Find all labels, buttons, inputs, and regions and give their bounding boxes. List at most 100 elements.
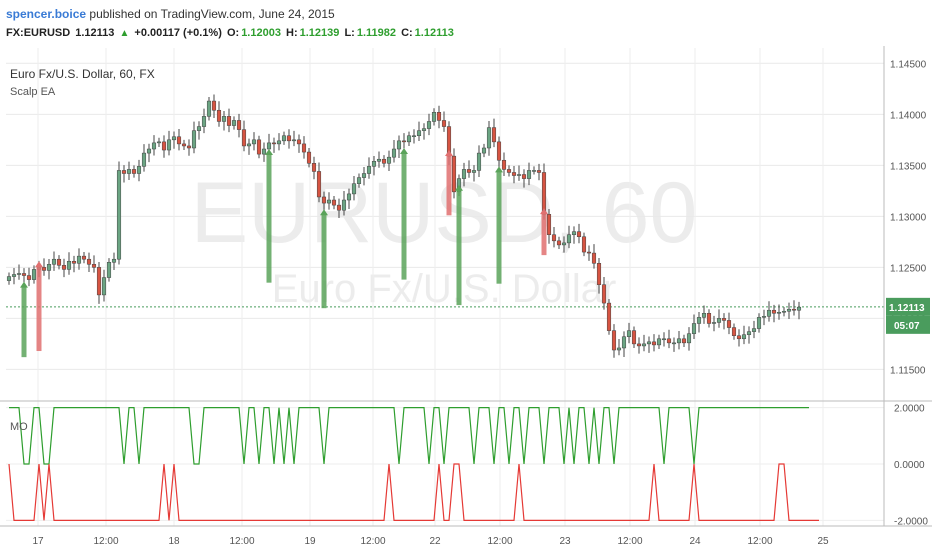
candle: [756, 313, 762, 333]
osc-tick-label: 0.0000: [894, 460, 925, 471]
candle: [296, 134, 302, 153]
candle-up: [221, 116, 227, 122]
candle-down: [286, 135, 292, 142]
candle: [531, 166, 537, 175]
candle: [51, 251, 57, 271]
candle-up: [661, 338, 667, 341]
candle: [626, 322, 632, 344]
buy-arrow: [20, 281, 28, 358]
candle: [346, 188, 352, 210]
candle: [546, 209, 552, 244]
candle: [786, 302, 792, 319]
candle: [291, 130, 297, 147]
watermark-name: Euro Fx/U.S. Dollar: [272, 267, 617, 311]
candle-down: [521, 174, 527, 179]
candle: [491, 118, 497, 148]
oscillator-line-green: [9, 407, 809, 465]
candle-up: [461, 169, 467, 179]
candle-down: [306, 151, 312, 164]
candle: [301, 136, 307, 159]
candle: [356, 173, 362, 188]
countdown-tag: [886, 315, 930, 334]
candle-up: [111, 258, 117, 263]
candle: [506, 165, 512, 177]
candle-down: [726, 320, 732, 328]
price-chart[interactable]: EURUSD, 60 Euro Fx/U.S. Dollar 1.14500 1.…: [0, 46, 932, 550]
candle: [316, 162, 322, 203]
x-tick-label: 22: [429, 536, 441, 547]
candle-down: [541, 172, 547, 215]
candle: [481, 143, 487, 158]
candle-up: [716, 318, 722, 323]
candle: [341, 191, 347, 216]
arrow-shaft: [321, 213, 327, 309]
candle-up: [656, 338, 662, 346]
published-text: published on TradingView.com, June 24, 2…: [89, 7, 335, 21]
candle: [526, 162, 532, 186]
candle-down: [791, 308, 797, 311]
candle-down: [491, 127, 497, 143]
symbol-label[interactable]: FX:EURUSD: [6, 27, 71, 39]
candle-up: [101, 277, 107, 296]
buy-arrow: [320, 209, 328, 309]
buy-arrow: [400, 147, 408, 280]
candle: [136, 159, 142, 182]
watermark: EURUSD, 60 Euro Fx/U.S. Dollar: [191, 165, 698, 311]
candle: [511, 165, 517, 184]
candle-down: [401, 140, 407, 143]
arrow-shaft: [446, 154, 452, 216]
candle-down: [506, 169, 512, 173]
buy-arrow: [265, 149, 273, 283]
candle: [661, 332, 667, 347]
candle-down: [556, 240, 562, 246]
candle-up: [346, 193, 352, 201]
candle: [561, 236, 567, 253]
sell-arrow: [445, 150, 453, 216]
candle-up: [66, 260, 72, 270]
candle-up: [351, 183, 357, 195]
high-value: 1.12139: [299, 27, 340, 39]
candle: [41, 258, 47, 276]
candle: [776, 304, 782, 320]
watermark-symbol: EURUSD, 60: [191, 165, 698, 261]
candle-up: [396, 140, 402, 150]
candle: [406, 131, 412, 146]
y-tick-label: 1.11500: [890, 365, 926, 376]
candle: [331, 195, 337, 210]
candle-up: [676, 338, 682, 344]
candle: [586, 245, 592, 261]
candle-down: [636, 343, 642, 347]
y-tick-label: 1.14500: [890, 59, 927, 70]
candle-down: [21, 273, 27, 276]
up-arrow-icon: ▲: [119, 28, 130, 39]
candle: [236, 113, 242, 138]
x-tick-label: 12:00: [617, 536, 642, 547]
candles: [6, 94, 802, 358]
candle-up: [431, 112, 437, 122]
candle: [91, 255, 97, 273]
candle: [701, 305, 707, 324]
candle-up: [756, 317, 762, 329]
candle-down: [546, 214, 552, 235]
candle-up: [201, 116, 207, 127]
candle-down: [331, 199, 337, 206]
candle: [686, 327, 692, 351]
candle-down: [226, 116, 232, 126]
candle: [226, 108, 232, 133]
candle-down: [96, 267, 102, 296]
candle: [741, 325, 747, 345]
candle-down: [161, 141, 167, 151]
candle-up: [751, 328, 757, 332]
candle-up: [276, 140, 282, 145]
candle: [611, 324, 617, 358]
candle-up: [646, 341, 652, 345]
candle: [231, 116, 237, 130]
candle: [381, 155, 387, 168]
candle-up: [486, 127, 492, 149]
candle: [516, 165, 522, 181]
author-link[interactable]: spencer.boice: [6, 7, 87, 21]
candle-down: [26, 275, 32, 280]
candle-up: [146, 148, 152, 154]
candle-up: [16, 273, 22, 275]
candle: [401, 133, 407, 149]
